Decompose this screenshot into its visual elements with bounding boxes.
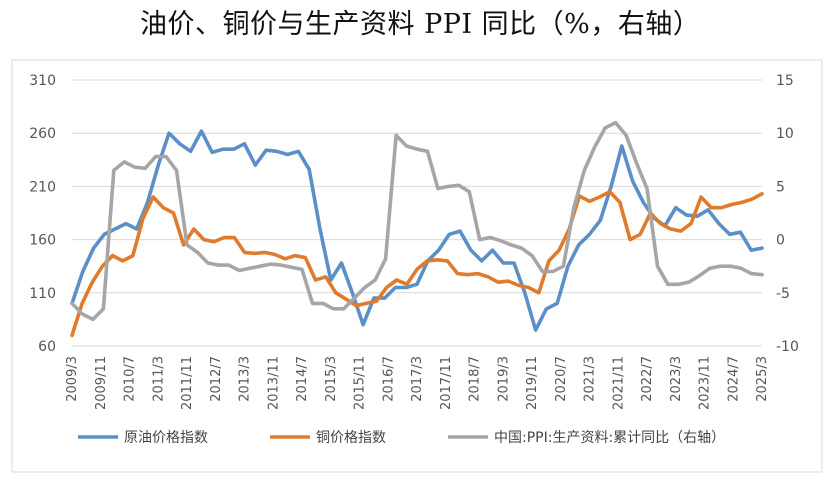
x-tick-label: 2013/11 [266, 356, 281, 410]
chart-title: 油价、铜价与生产资料 PPI 同比（%，右轴） [140, 9, 701, 40]
x-tick-label: 2013/3 [238, 356, 253, 402]
plot-frame [11, 59, 823, 473]
left-axis-ticks: 60 110 160 210 260 310 [29, 73, 56, 355]
right-tick-label: 10 [776, 126, 794, 142]
legend: 原油价格指数 铜价格指数 中国:PPI:生产资料:累计同比（右轴） [78, 430, 725, 446]
x-tick-label: 2023/3 [669, 356, 684, 402]
x-tick-label: 2023/11 [698, 356, 713, 410]
right-tick-label: 0 [776, 233, 785, 249]
x-tick-label: 2021/3 [583, 356, 598, 402]
right-axis-ticks: -10 -5 0 5 10 15 [776, 73, 799, 355]
x-tick-label: 2014/7 [295, 356, 310, 402]
x-tick-label: 2015/11 [353, 356, 368, 410]
legend-label-3: 中国:PPI:生产资料:累计同比（右轴） [494, 430, 725, 446]
left-tick-label: 310 [29, 73, 56, 89]
x-tick-label: 2019/11 [525, 356, 540, 410]
right-tick-label: 5 [776, 179, 785, 195]
x-axis-ticks: 2009/3 2009/11 2010/7 2011/3 2011/11 2012/7 20… [65, 356, 770, 410]
x-tick-label: 2011/11 [180, 356, 195, 410]
x-tick-label: 2012/7 [209, 356, 224, 402]
legend-label-1: 原油价格指数 [124, 430, 208, 446]
left-tick-label: 110 [29, 286, 56, 302]
gridlines [72, 79, 762, 347]
x-tick-label: 2025/3 [755, 356, 770, 402]
x-tick-label: 2018/7 [468, 356, 483, 402]
left-tick-label: 260 [29, 126, 56, 142]
x-tick-label: 2010/7 [123, 356, 138, 402]
left-tick-label: 160 [29, 233, 56, 249]
x-tick-label: 2015/3 [324, 356, 339, 402]
series-lines [70, 120, 764, 338]
x-tick-label: 2009/3 [65, 356, 80, 402]
right-tick-label: -10 [776, 339, 799, 355]
series-line-3 [70, 120, 764, 322]
series-line-1 [70, 129, 764, 332]
x-tick-label: 2011/3 [151, 356, 166, 402]
x-tick-label: 2017/3 [410, 356, 425, 402]
left-tick-label: 210 [29, 179, 56, 195]
right-tick-label: 15 [776, 73, 794, 89]
x-tick-label: 2020/7 [554, 356, 569, 402]
x-tick-label: 2021/11 [611, 356, 626, 410]
left-tick-label: 60 [38, 339, 56, 355]
x-tick-label: 2022/7 [640, 356, 655, 402]
right-tick-label: -5 [776, 286, 790, 302]
x-tick-label: 2017/11 [439, 356, 454, 410]
x-tick-label: 2016/7 [381, 356, 396, 402]
x-tick-label: 2009/11 [94, 356, 109, 410]
x-tick-label: 2019/3 [496, 356, 511, 402]
x-tick-label: 2024/7 [726, 356, 741, 402]
legend-label-2: 铜价格指数 [316, 430, 386, 446]
